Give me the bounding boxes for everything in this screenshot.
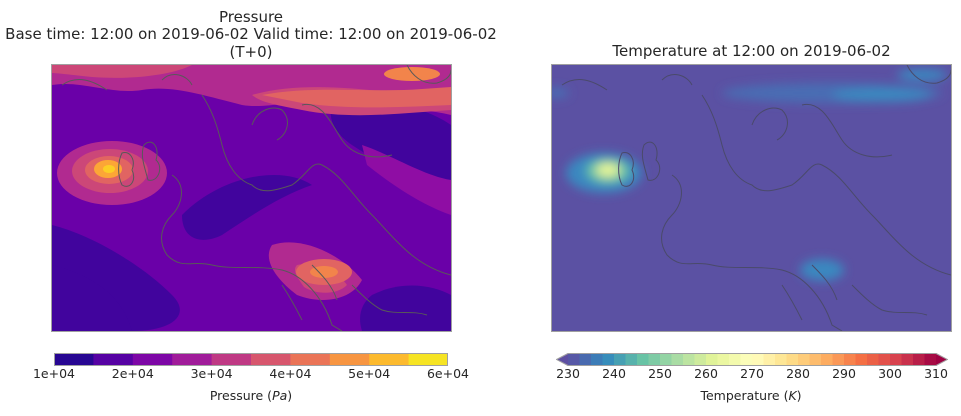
- temperature-label-text: Temperature (: [700, 388, 789, 403]
- temperature-colorbar-level: [591, 353, 603, 366]
- pressure-label-close: ): [287, 388, 293, 403]
- temperature-field-base: [552, 65, 951, 331]
- pressure-tick-label: 3e+04: [190, 366, 233, 381]
- temperature-colorbar-level: [706, 353, 718, 366]
- temperature-colorbar: [555, 351, 949, 366]
- temperature-colorbar-level: [717, 353, 730, 366]
- temperature-colorbar-level: [878, 353, 891, 366]
- pressure-colorbar: [54, 351, 449, 366]
- temperature-colorbar-level: [786, 353, 799, 366]
- temperature-colorbar-level: [602, 353, 615, 366]
- temperature-label-unit: K: [788, 388, 797, 403]
- temperature-colorbar-extend-max: [936, 353, 948, 366]
- pressure-label-unit: Pa: [272, 388, 288, 403]
- pressure-colorbar-level: [329, 353, 370, 366]
- temperature-colorbar-frame: [555, 353, 949, 366]
- pressure-colorbar-level: [93, 353, 134, 366]
- temperature-field-anomalies: [552, 69, 947, 281]
- temperature-colorbar-level: [775, 353, 787, 366]
- pressure-colorbar-level: [172, 353, 213, 366]
- pressure-colorbar-frame: [54, 353, 448, 366]
- temperature-title: Temperature at 12:00 on 2019-06-02: [612, 42, 891, 60]
- pressure-map: [51, 64, 452, 332]
- pressure-tick-label: 6e+04: [426, 366, 470, 381]
- pressure-field-levels: [52, 65, 451, 331]
- pressure-colorbar-level: [132, 353, 173, 366]
- temperature-colorbar-level: [844, 353, 856, 366]
- pressure-title-line-2: Base time: 12:00 on 2019-06-02 Valid tim…: [5, 25, 497, 43]
- temperature-colorbar-level: [752, 353, 764, 366]
- temperature-colorbar-level: [832, 353, 845, 366]
- temperature-colorbar-level: [913, 353, 925, 366]
- temperature-tick-label: 290: [832, 366, 856, 381]
- temperature-colorbar-level: [637, 353, 649, 366]
- temperature-colorbar-level: [648, 353, 661, 366]
- pressure-colorbar-label: Pressure (Pa): [210, 388, 292, 403]
- temperature-colorbar-level: [683, 353, 695, 366]
- temperature-tick-label: 240: [602, 366, 626, 381]
- temperature-tick-label: 300: [878, 366, 902, 381]
- temperature-tick-label: 310: [924, 366, 948, 381]
- temperature-tick-label: 270: [740, 366, 764, 381]
- temperature-tick-label: 280: [786, 366, 810, 381]
- temperature-colorbar-level: [855, 353, 868, 366]
- temperature-colorbar-level: [901, 353, 914, 366]
- pressure-colorbar-level: [251, 353, 291, 366]
- pressure-colorbar-level: [369, 353, 410, 366]
- temperature-colorbar-level: [809, 353, 822, 366]
- pressure-tick-label: 5e+04: [348, 366, 391, 381]
- temperature-colorbar-level: [671, 353, 684, 366]
- pressure-colorbar-level: [408, 353, 449, 366]
- temperature-colorbar-swatches: [555, 353, 949, 366]
- temperature-colorbar-level: [798, 353, 810, 366]
- temperature-colorbar-level: [694, 353, 707, 366]
- pressure-colorbar-level: [211, 353, 252, 366]
- temperature-colorbar-level: [821, 353, 833, 366]
- temperature-colorbar-level: [924, 353, 937, 366]
- pressure-colorbar-swatches: [54, 353, 449, 366]
- temperature-tick-label: 250: [648, 366, 672, 381]
- temperature-colorbar-level: [740, 353, 753, 366]
- temperature-colorbar-level: [890, 353, 902, 366]
- pressure-tick-label: 4e+04: [269, 366, 312, 381]
- temperature-coastlines: [561, 65, 951, 331]
- pressure-title-line-3: (T+0): [229, 43, 273, 61]
- pressure-title-line-1: Pressure: [218, 8, 284, 26]
- pressure-colorbar-level: [54, 353, 94, 366]
- temperature-colorbar-extend-min: [556, 353, 568, 366]
- pressure-colorbar-level: [290, 353, 331, 366]
- temperature-colorbar-level: [614, 353, 626, 366]
- pressure-tick-label: 2e+04: [111, 366, 154, 381]
- temperature-colorbar-level: [625, 353, 638, 366]
- temperature-colorbar-level: [568, 353, 580, 366]
- pressure-label-text: Pressure (: [209, 388, 273, 403]
- temperature-tick-label: 230: [556, 366, 580, 381]
- temperature-colorbar-level: [867, 353, 879, 366]
- temperature-label-close: ): [796, 388, 802, 403]
- temperature-colorbar-level: [579, 353, 592, 366]
- temperature-map: [551, 64, 952, 332]
- pressure-tick-label: 1e+04: [32, 366, 76, 381]
- pressure-coastlines: [61, 65, 451, 331]
- temperature-colorbar-level: [763, 353, 776, 366]
- temperature-tick-label: 260: [694, 366, 718, 381]
- temperature-colorbar-label: Temperature (K): [700, 388, 801, 403]
- temperature-colorbar-level: [729, 353, 741, 366]
- temperature-colorbar-level: [660, 353, 672, 366]
